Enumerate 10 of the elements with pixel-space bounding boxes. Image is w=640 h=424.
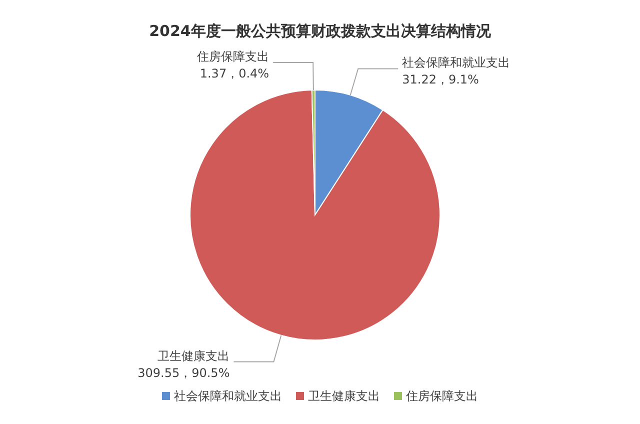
slice-label: 住房保障支出: [196, 50, 270, 64]
data-label: 1.37，0.4%: [200, 66, 270, 81]
slice-label: 卫生健康支出: [158, 348, 230, 363]
data-label: 31.22，9.1%: [402, 72, 479, 87]
legend-label: 卫生健康支出: [308, 389, 380, 403]
legend-label: 住房保障支出: [405, 389, 478, 403]
legend-label: 社会保障和就业支出: [174, 389, 282, 403]
slice-label: 社会保障和就业支出: [402, 56, 510, 70]
chart-title: 2024年度一般公共预算财政拨款支出决算结构情况: [149, 22, 492, 40]
data-label: 309.55，90.5%: [138, 366, 230, 380]
